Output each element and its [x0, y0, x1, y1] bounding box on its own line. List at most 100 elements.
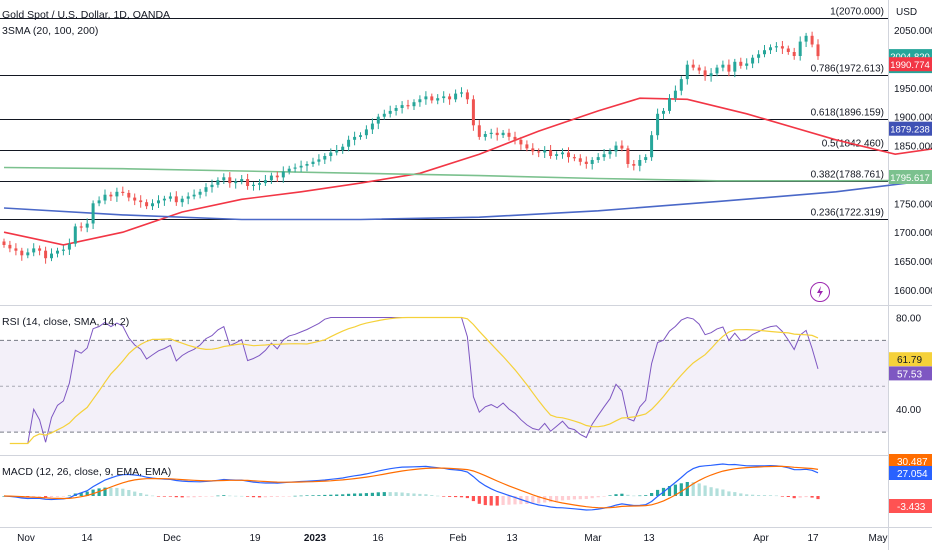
macd-histogram-bar [347, 493, 351, 496]
macd-histogram-bar [341, 494, 345, 496]
candle-body [359, 135, 362, 137]
macd-histogram-bar [311, 495, 315, 496]
macd-histogram-bar [721, 489, 725, 496]
candle-body [151, 203, 154, 207]
macd-histogram-bar [745, 494, 749, 496]
candle-body [507, 132, 511, 137]
macd-histogram-bar [626, 494, 630, 496]
macd-histogram-bar [168, 496, 172, 497]
candle-body [816, 44, 820, 57]
rsi-pane [0, 316, 888, 445]
candle-body [418, 99, 422, 103]
candle-body [317, 159, 321, 162]
fib-label: 1(2070.000) [830, 7, 884, 18]
macd-histogram-bar [275, 496, 279, 497]
candle-body [644, 157, 648, 160]
macd-histogram-bar [32, 496, 36, 497]
macd-histogram-bar [228, 495, 232, 497]
macd-histogram-bar [816, 496, 820, 500]
candle-body [246, 179, 250, 186]
macd-badge [889, 466, 932, 480]
candle-body [91, 203, 95, 224]
candle-body [50, 253, 53, 259]
macd-histogram-bar [370, 492, 374, 496]
time-tick-label: Feb [449, 533, 467, 544]
candle-body [240, 179, 244, 182]
time-tick-label: Apr [753, 533, 769, 544]
candle-body [204, 187, 208, 192]
macd-histogram-bar [263, 496, 267, 498]
candle-body [79, 226, 83, 228]
price-tick-label: 2050.000 [894, 26, 932, 37]
lightning-icon[interactable] [810, 282, 830, 302]
candle-body [572, 157, 576, 159]
candle-body [347, 139, 351, 147]
candle-body [412, 102, 416, 107]
candle-body [525, 144, 529, 149]
rsi-ma-line [9, 316, 819, 445]
candle-body [495, 132, 499, 136]
macd-histogram-bar [757, 495, 761, 496]
rsi-badge-label: 61.79 [897, 355, 922, 366]
time-tick-label: Dec [163, 533, 181, 544]
sma-line [3, 97, 932, 246]
candle-body [792, 52, 796, 56]
candle-body [626, 148, 630, 164]
sma-line [3, 179, 932, 221]
macd-histogram-bar [269, 496, 273, 497]
candle-body [97, 200, 101, 204]
macd-histogram-bar [507, 496, 511, 505]
candle-body [537, 151, 541, 153]
time-tick-label: Mar [584, 533, 602, 544]
candle-body [323, 156, 327, 160]
macd-histogram-bar [513, 496, 517, 505]
candle-body [691, 64, 695, 68]
macd-histogram-bar [156, 496, 161, 497]
candle-body [192, 194, 196, 197]
candle-body [513, 136, 517, 140]
candle-body [798, 41, 802, 56]
macd-histogram-bar [792, 496, 796, 499]
macd-histogram-bar [109, 487, 113, 496]
price-tick-label: 1750.000 [894, 199, 932, 210]
candle-body [293, 167, 297, 169]
macd-histogram-bar [281, 496, 285, 497]
macd-histogram-bar [67, 495, 71, 497]
price-tick-label: 1600.000 [894, 286, 932, 297]
macd-histogram-bar [727, 491, 731, 496]
candle-body [400, 105, 404, 108]
macd-histogram-bar [234, 495, 238, 497]
macd-histogram-bar [608, 495, 612, 496]
candle-body [61, 249, 65, 251]
candle-body [578, 158, 582, 162]
macd-histogram-bar [810, 496, 814, 498]
macd-histogram-bar [739, 493, 743, 496]
candle-body [115, 191, 119, 197]
macd-histogram-bar [406, 493, 410, 496]
macd-histogram-bar [549, 496, 553, 503]
macd-histogram-bar [602, 496, 606, 497]
macd-histogram-bar [620, 493, 624, 496]
macd-histogram-bar [364, 493, 368, 496]
candle-body [786, 48, 790, 52]
candle-body [287, 168, 291, 172]
macd-histogram-bar [638, 495, 642, 497]
candle-body [281, 171, 285, 178]
candle-body [763, 50, 766, 55]
candle-body [662, 110, 665, 114]
candle-body [733, 61, 737, 72]
price-badge-label: 1795.617 [890, 173, 930, 184]
macd-histogram-bar [293, 495, 297, 497]
macd-histogram-bar [162, 496, 166, 497]
candle-body [329, 152, 333, 156]
macd-histogram-bar [709, 487, 713, 496]
sma-line [3, 166, 932, 182]
candles [2, 31, 820, 264]
fib-label: 0.786(1972.613) [811, 64, 884, 75]
candle-body [703, 70, 707, 77]
macd-histogram-bar [257, 496, 262, 498]
fib-label: 0.618(1896.159) [811, 108, 884, 119]
candle-body [460, 92, 463, 94]
candle-body [394, 108, 398, 111]
macd-histogram-bar [584, 496, 588, 499]
